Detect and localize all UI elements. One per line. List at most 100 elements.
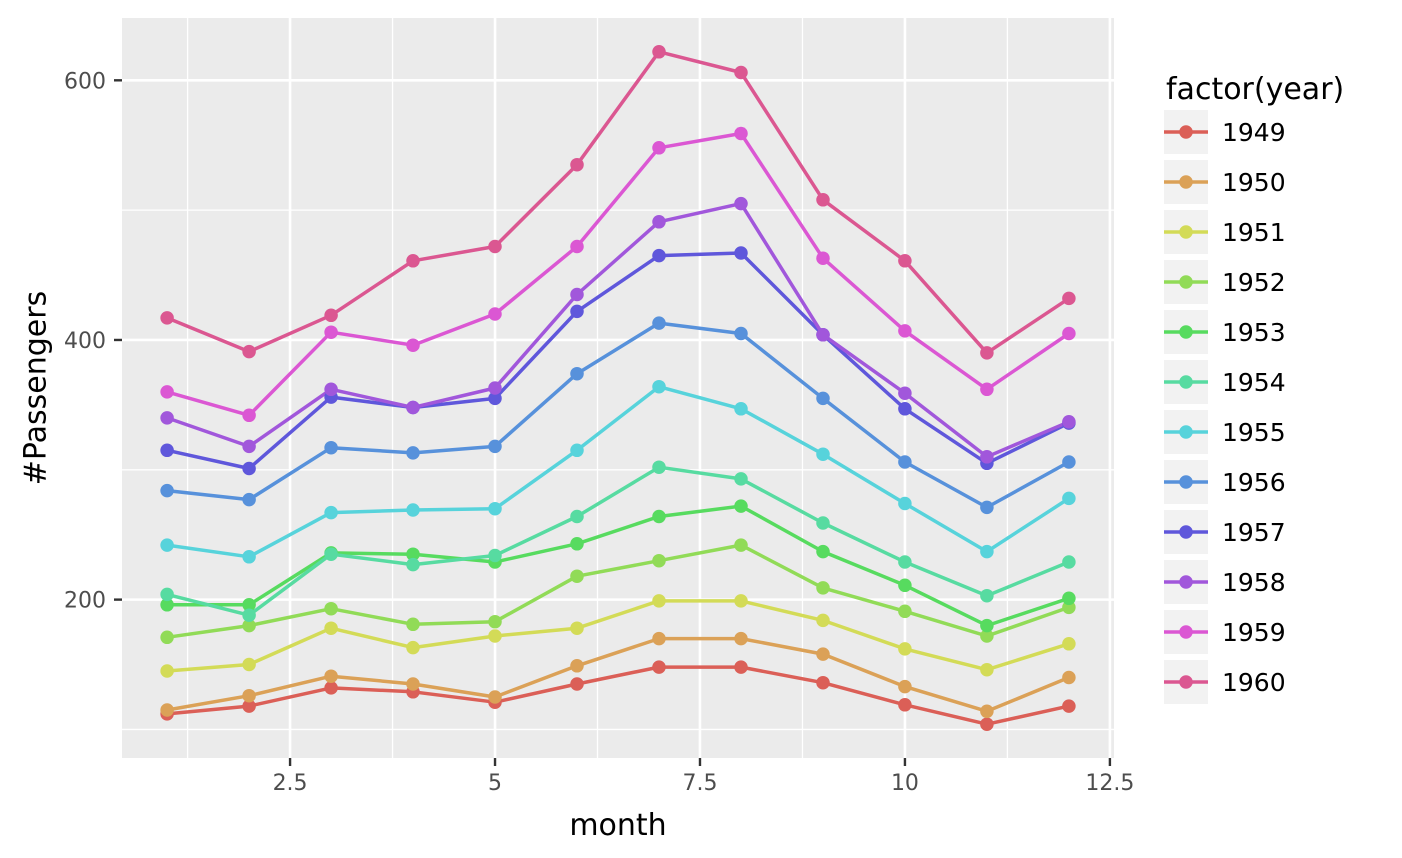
legend-item-label: 1957 xyxy=(1222,517,1286,547)
x-tick-label: 7.5 xyxy=(682,771,717,796)
data-point xyxy=(980,662,994,677)
y-axis-title: #Passengers xyxy=(18,290,54,486)
data-point xyxy=(242,550,256,564)
data-point xyxy=(734,402,748,416)
data-point xyxy=(488,307,502,321)
data-point xyxy=(160,443,174,458)
series-line-1949 xyxy=(166,665,1070,726)
data-point xyxy=(734,246,748,260)
legend-key-swatch xyxy=(1164,410,1208,454)
legend-key-swatch xyxy=(1164,510,1208,554)
data-point xyxy=(816,328,830,342)
series-line-1956 xyxy=(166,321,1070,510)
data-point xyxy=(980,588,994,603)
data-point xyxy=(406,503,420,517)
data-point xyxy=(898,679,912,694)
data-point xyxy=(898,604,912,619)
data-point xyxy=(652,215,666,229)
series-points-1955 xyxy=(160,379,1076,564)
series-points-1956 xyxy=(160,316,1076,515)
data-point xyxy=(734,499,748,513)
data-point xyxy=(242,657,256,672)
data-point xyxy=(1062,491,1076,506)
data-point xyxy=(652,660,666,674)
x-tick-label: 5 xyxy=(488,771,502,796)
series-line-1952 xyxy=(166,543,1070,640)
data-point xyxy=(898,386,912,400)
data-point xyxy=(324,325,338,339)
panel-background xyxy=(122,18,1114,758)
series-line-1960 xyxy=(166,50,1070,355)
data-point xyxy=(898,698,912,712)
data-point xyxy=(570,157,584,172)
data-point xyxy=(898,642,912,656)
series-points-1958 xyxy=(160,196,1076,464)
data-point xyxy=(1062,326,1076,341)
data-point xyxy=(324,308,338,323)
data-point xyxy=(406,254,420,268)
data-point xyxy=(160,664,174,678)
data-point xyxy=(816,391,830,406)
data-point xyxy=(242,492,256,507)
legend-item-label: 1954 xyxy=(1222,367,1286,397)
data-point xyxy=(816,675,830,690)
data-point xyxy=(242,688,256,703)
data-point xyxy=(1062,291,1076,306)
legend-item-1949: 1949 xyxy=(1164,110,1344,154)
data-point xyxy=(406,338,420,352)
data-point xyxy=(242,699,256,713)
series-points-1960 xyxy=(160,45,1076,360)
data-point xyxy=(160,587,174,602)
legend-key-glyph-icon xyxy=(1164,575,1208,589)
y-tick-label: 200 xyxy=(64,589,106,614)
data-point xyxy=(898,402,912,416)
y-tick-label: 600 xyxy=(64,69,106,94)
data-point xyxy=(898,455,912,469)
data-point xyxy=(324,681,338,695)
data-point xyxy=(980,450,994,464)
data-point xyxy=(160,538,174,552)
data-point xyxy=(898,555,912,569)
series-line-1953 xyxy=(167,504,1070,628)
data-point xyxy=(570,569,584,583)
legend-items: 1949 1950 1951 1952 1953 1954 1955 1956 1957 1958… xyxy=(1164,110,1344,710)
data-point xyxy=(652,631,666,646)
data-point xyxy=(980,382,994,397)
legend-key-glyph-icon xyxy=(1164,425,1208,439)
legend-key-swatch xyxy=(1164,560,1208,604)
legend-key-glyph-icon xyxy=(1164,375,1208,389)
data-point xyxy=(570,621,584,635)
series-line-1957 xyxy=(166,251,1070,471)
data-point xyxy=(160,411,174,425)
data-point xyxy=(160,311,174,325)
data-point xyxy=(980,346,994,360)
legend-item-label: 1959 xyxy=(1222,617,1286,647)
legend-key-glyph-icon xyxy=(1164,525,1208,539)
data-point xyxy=(488,629,502,643)
data-point xyxy=(1062,637,1076,651)
series-points-1949 xyxy=(160,660,1076,731)
data-point xyxy=(242,608,256,622)
data-point xyxy=(488,501,502,516)
legend-item-label: 1955 xyxy=(1222,417,1286,447)
legend-item-label: 1951 xyxy=(1222,217,1286,247)
data-point xyxy=(980,500,994,515)
data-point xyxy=(1062,415,1076,429)
legend-key-glyph-icon xyxy=(1164,225,1208,239)
legend-title: factor(year) xyxy=(1166,72,1345,107)
data-point xyxy=(570,677,584,691)
series-points-1959 xyxy=(160,126,1076,423)
data-point xyxy=(324,547,338,561)
series-points-1954 xyxy=(160,460,1076,622)
data-point xyxy=(570,239,584,254)
data-point xyxy=(406,640,420,655)
data-point xyxy=(406,677,420,691)
axis-tick-marks xyxy=(114,79,1112,766)
series-line-1954 xyxy=(166,465,1070,617)
data-point xyxy=(242,439,256,454)
legend-item-label: 1950 xyxy=(1222,167,1286,197)
legend: factor(year) 1949 1950 1951 1952 1953 1954 195… xyxy=(1164,74,1344,710)
x-tick-label: 12.5 xyxy=(1085,771,1134,796)
data-point xyxy=(652,553,666,568)
